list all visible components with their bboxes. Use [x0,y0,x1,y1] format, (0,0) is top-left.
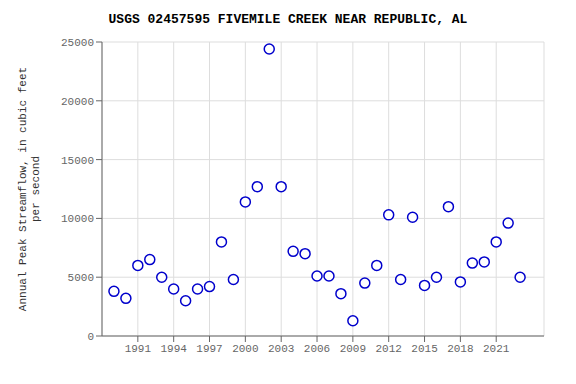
svg-text:2021: 2021 [483,343,510,355]
svg-text:0: 0 [87,331,94,343]
svg-text:5000: 5000 [68,272,94,284]
svg-text:Annual Peak Streamflow, in cub: Annual Peak Streamflow, in cubic feetper… [17,67,42,311]
svg-text:2000: 2000 [232,343,258,355]
svg-text:15000: 15000 [61,155,94,167]
svg-text:1997: 1997 [196,343,222,355]
svg-text:25000: 25000 [61,37,94,49]
svg-text:2003: 2003 [268,343,294,355]
svg-text:2009: 2009 [340,343,366,355]
svg-text:2015: 2015 [411,343,437,355]
svg-text:1994: 1994 [160,343,187,355]
svg-text:20000: 20000 [61,96,94,108]
svg-text:2018: 2018 [447,343,473,355]
svg-text:2006: 2006 [304,343,330,355]
html-text:USGS 02457595 FIVEMILE CREEK N: USGS 02457595 FIVEMILE CREEK NEAR REPUBL… [108,12,468,27]
svg-text:10000: 10000 [61,213,94,225]
svg-text:2012: 2012 [375,343,401,355]
svg-text:1991: 1991 [125,343,152,355]
